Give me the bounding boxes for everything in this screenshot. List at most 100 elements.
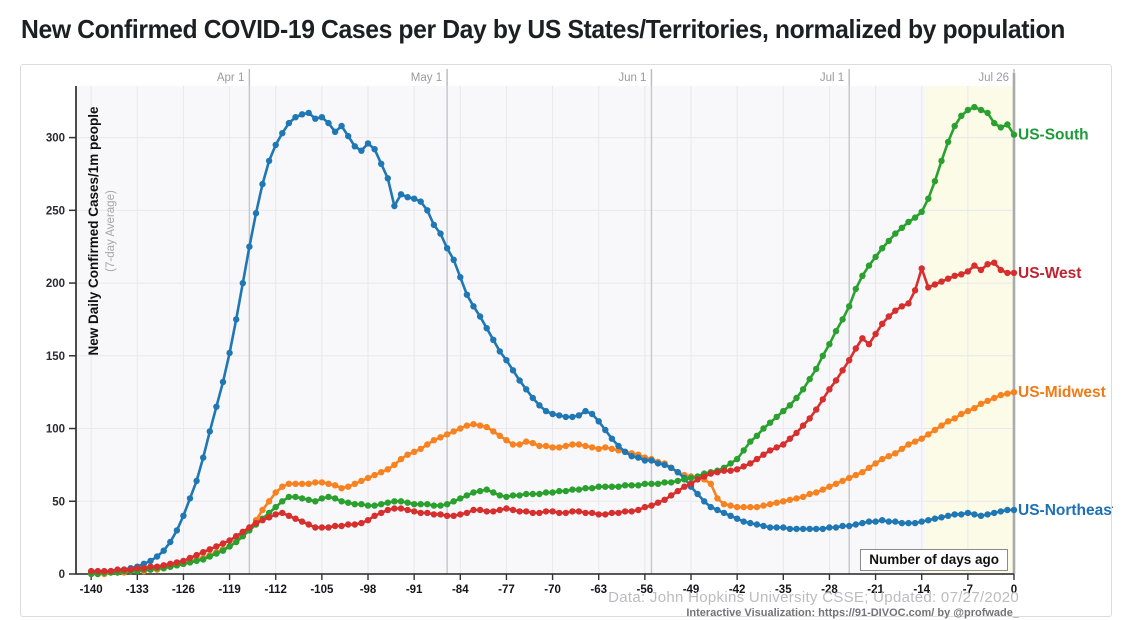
series-point-us-northeast bbox=[397, 191, 405, 198]
series-point-us-midwest bbox=[483, 423, 490, 431]
series-point-us-south bbox=[298, 495, 306, 502]
series-point-us-northeast bbox=[885, 518, 892, 525]
series-point-us-midwest bbox=[384, 466, 391, 473]
series-point-us-northeast bbox=[648, 457, 655, 464]
series-point-us-midwest bbox=[885, 453, 892, 460]
series-point-us-west bbox=[503, 505, 510, 512]
series-point-us-midwest bbox=[846, 474, 853, 482]
series-point-us-northeast bbox=[793, 525, 800, 533]
series-point-us-midwest bbox=[991, 394, 998, 402]
series-point-us-south bbox=[839, 316, 846, 323]
series-point-us-northeast bbox=[292, 114, 299, 121]
page-title: New Confirmed COVID-19 Cases per Day by … bbox=[21, 14, 1065, 44]
series-point-us-midwest bbox=[556, 444, 563, 451]
series-point-us-west bbox=[417, 509, 424, 517]
series-point-us-south bbox=[905, 218, 912, 226]
series-point-us-northeast bbox=[898, 519, 906, 527]
series-point-us-west bbox=[872, 330, 879, 338]
series-point-us-south bbox=[628, 482, 635, 489]
series-point-us-northeast bbox=[483, 325, 490, 332]
series-point-us-west bbox=[628, 508, 635, 515]
series-point-us-south bbox=[727, 460, 734, 467]
series-point-us-west bbox=[509, 506, 517, 514]
series-point-us-west bbox=[338, 522, 345, 530]
series-point-us-northeast bbox=[694, 490, 701, 498]
series-point-us-midwest bbox=[925, 431, 932, 438]
x-tick-label: -70 bbox=[544, 584, 561, 596]
series-point-us-south bbox=[509, 492, 517, 499]
series-point-us-northeast bbox=[213, 403, 220, 410]
x-tick-label: -77 bbox=[498, 584, 515, 596]
x-tick-label: -84 bbox=[452, 584, 469, 596]
series-point-us-midwest bbox=[542, 442, 550, 450]
series-point-us-west bbox=[727, 467, 734, 474]
series-point-us-midwest bbox=[938, 422, 945, 429]
series-point-us-west bbox=[793, 429, 800, 437]
series-point-us-west bbox=[476, 506, 484, 514]
series-point-us-west bbox=[733, 466, 741, 473]
series-point-us-northeast bbox=[252, 210, 260, 217]
series-point-us-west bbox=[127, 566, 134, 573]
x-tick-label: -42 bbox=[729, 584, 746, 596]
series-point-us-midwest bbox=[766, 501, 774, 508]
series-point-us-west bbox=[892, 307, 899, 314]
series-point-us-south bbox=[338, 498, 345, 505]
series-point-us-midwest bbox=[786, 496, 794, 503]
series-point-us-south bbox=[582, 485, 589, 492]
series-point-us-midwest bbox=[826, 483, 833, 490]
series-point-us-west bbox=[641, 503, 649, 511]
series-point-us-northeast bbox=[140, 560, 148, 567]
series-point-us-northeast bbox=[529, 394, 536, 402]
series-point-us-northeast bbox=[549, 410, 556, 418]
series-point-us-northeast bbox=[839, 522, 846, 530]
series-point-us-midwest bbox=[753, 503, 761, 511]
x-tick-label: -119 bbox=[218, 584, 240, 596]
series-point-us-midwest bbox=[338, 485, 345, 492]
series-point-us-south bbox=[529, 490, 536, 498]
series-point-us-west bbox=[1010, 269, 1018, 277]
series-point-us-south bbox=[997, 124, 1004, 131]
series-point-us-midwest bbox=[773, 499, 780, 506]
series-point-us-midwest bbox=[549, 444, 556, 451]
series-point-us-west bbox=[898, 303, 906, 310]
series-point-us-west bbox=[305, 521, 312, 528]
series-point-us-south bbox=[885, 237, 892, 245]
series-point-us-midwest bbox=[608, 445, 616, 453]
series-point-us-south bbox=[391, 498, 398, 505]
series-point-us-west bbox=[549, 508, 556, 515]
series-point-us-west bbox=[153, 563, 161, 570]
series-point-us-northeast bbox=[430, 221, 438, 229]
series-point-us-northeast bbox=[246, 243, 253, 250]
series-point-us-west bbox=[832, 377, 840, 384]
y-axis-title: New Daily Confirmed Cases/1m people bbox=[86, 106, 101, 356]
series-point-us-northeast bbox=[200, 454, 207, 461]
series-point-us-midwest bbox=[1004, 390, 1011, 397]
series-point-us-south bbox=[773, 413, 780, 421]
series-point-us-west bbox=[971, 262, 978, 269]
x-tick-label: -140 bbox=[80, 584, 103, 596]
series-point-us-west bbox=[167, 560, 174, 567]
series-point-us-west bbox=[292, 515, 299, 522]
series-point-us-midwest bbox=[793, 495, 800, 502]
x-tick-label: 0 bbox=[1011, 584, 1017, 596]
series-point-us-midwest bbox=[839, 477, 846, 485]
series-point-us-south bbox=[865, 262, 873, 269]
series-point-us-northeast bbox=[984, 511, 991, 518]
series-point-us-west bbox=[298, 518, 306, 525]
series-point-us-south bbox=[641, 480, 649, 487]
series-point-us-west bbox=[701, 473, 708, 480]
series-point-us-south bbox=[239, 533, 246, 540]
series-point-us-south bbox=[364, 502, 372, 509]
series-point-us-south bbox=[766, 419, 774, 426]
series-point-us-midwest bbox=[984, 397, 991, 405]
series-point-us-northeast bbox=[780, 524, 787, 531]
series-point-us-midwest bbox=[799, 493, 807, 501]
series-point-us-south bbox=[733, 455, 741, 463]
series-point-us-south bbox=[595, 483, 602, 490]
series-point-us-south bbox=[951, 122, 958, 130]
series-point-us-west bbox=[977, 266, 985, 274]
series-point-us-northeast bbox=[668, 464, 675, 471]
series-point-us-south bbox=[668, 479, 675, 486]
series-point-us-midwest bbox=[325, 480, 332, 487]
